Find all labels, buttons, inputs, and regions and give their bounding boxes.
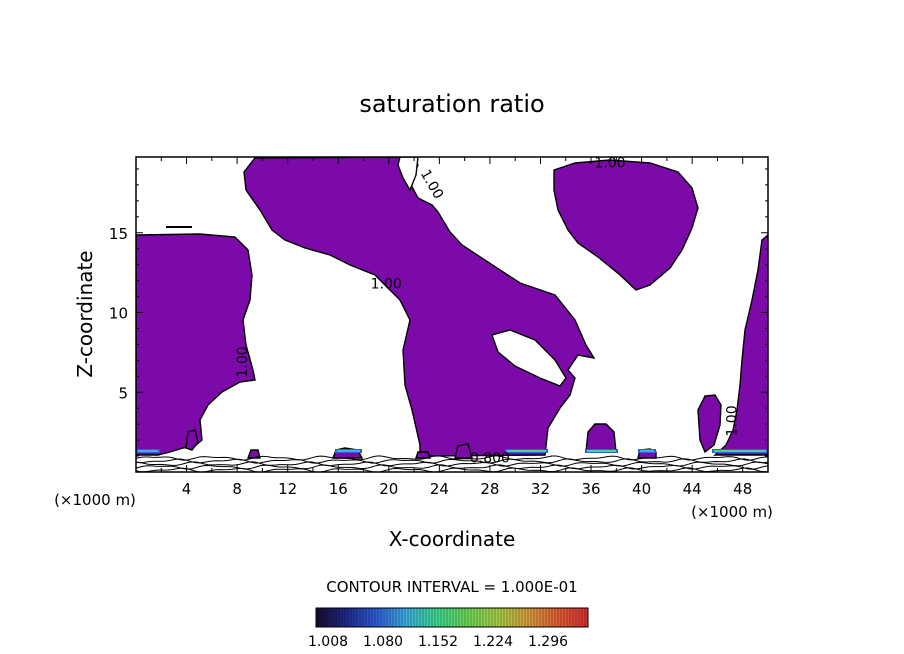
hole-center <box>491 329 567 387</box>
x-tick-label: 24 <box>430 480 449 498</box>
x-unit-right: (×1000 m) <box>691 503 773 521</box>
x-tick-label: 12 <box>278 480 297 498</box>
surface-contour-line <box>136 458 768 464</box>
contour-label: 1.00 <box>235 346 251 377</box>
contour-label: 1.00 <box>724 405 740 436</box>
region-bump-5 <box>185 429 199 451</box>
x-tick-label: 28 <box>480 480 499 498</box>
x-tick-label: 16 <box>329 480 348 498</box>
x-axis-ticks: 4 8 12 16 20 24 28 32 36 40 44 48 <box>160 157 752 498</box>
x-tick-label: 4 <box>182 480 192 498</box>
region-top-right <box>553 159 699 291</box>
region-bump-25 <box>454 443 473 459</box>
colorbar: 1.008 1.080 1.152 1.224 1.296 <box>308 607 589 650</box>
y-axis-label: Z-coordinate <box>73 250 97 377</box>
x-tick-label: 8 <box>232 480 242 498</box>
high-value-strip-inner <box>714 450 766 452</box>
subsaturated-holes <box>397 157 567 387</box>
plot-frame <box>135 156 769 473</box>
region-bump-9 <box>246 449 261 459</box>
surface-contour-line <box>136 467 768 472</box>
surface-contour-line <box>136 461 768 467</box>
chart-title: saturation ratio <box>359 90 544 118</box>
high-value-strip-inner <box>587 450 616 452</box>
colorbar-stripes <box>317 608 586 627</box>
colorbar-tick-label: 1.296 <box>528 634 568 650</box>
region-bump-36 <box>585 423 617 453</box>
region-bump-22 <box>415 451 431 459</box>
high-value-strip-inner <box>640 450 654 452</box>
contour-interval: CONTOUR INTERVAL = 1.000E-01 <box>326 578 577 596</box>
high-value-strip-inner <box>507 450 546 452</box>
region-right-edge <box>713 234 768 456</box>
x-tick-label: 36 <box>581 480 600 498</box>
colorbar-tick-label: 1.008 <box>308 634 348 650</box>
region-right-bump <box>697 394 722 454</box>
y-tick-label: 15 <box>109 225 128 243</box>
colorbar-tick-label: 1.080 <box>363 634 403 650</box>
contour-label: 0.800 <box>470 450 510 466</box>
colorbar-tick-labels: 1.008 1.080 1.152 1.224 1.296 <box>308 634 568 650</box>
x-tick-label: 40 <box>632 480 651 498</box>
supersaturated-regions <box>136 157 768 459</box>
contour-label: 1.00 <box>417 167 446 202</box>
surface-contour-lines <box>136 455 768 472</box>
x-tick-label: 20 <box>379 480 398 498</box>
y-tick-label: 10 <box>109 305 128 323</box>
x-tick-label: 44 <box>683 480 702 498</box>
near-surface-high-values <box>136 449 768 453</box>
contour-label: 1.00 <box>371 277 402 293</box>
colorbar-tick-label: 1.152 <box>418 634 458 650</box>
x-unit-left: (×1000 m) <box>54 491 136 509</box>
y-tick-label: 5 <box>118 384 128 402</box>
hole-top-notch <box>397 157 419 192</box>
region-center-tall <box>243 157 596 457</box>
colorbar-tick-label: 1.224 <box>473 634 513 650</box>
contour-label: 1.00 <box>594 155 625 171</box>
high-value-strip-inner <box>138 450 158 452</box>
x-tick-label: 32 <box>531 480 550 498</box>
y-axis-ticks: 5 10 15 <box>109 168 768 457</box>
x-axis-label: X-coordinate <box>389 527 516 551</box>
high-value-strip-inner <box>337 450 360 452</box>
region-left <box>136 233 256 456</box>
x-tick-label: 48 <box>733 480 752 498</box>
